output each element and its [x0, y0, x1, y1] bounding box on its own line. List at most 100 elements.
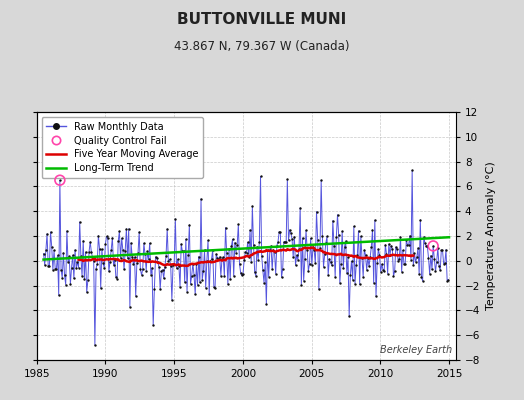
Point: [138, 266, 147, 273]
Point: [288, 236, 296, 242]
Point: [189, 260, 197, 267]
Point: [436, 267, 444, 274]
Point: [224, 281, 232, 287]
Point: [58, 274, 67, 281]
Point: [239, 271, 247, 277]
Point: [394, 258, 402, 264]
Point: [365, 263, 373, 270]
Point: [48, 244, 56, 250]
Text: BUTTONVILLE MUNI: BUTTONVILLE MUNI: [178, 12, 346, 27]
Point: [429, 243, 438, 249]
Point: [339, 265, 347, 272]
Point: [164, 258, 172, 264]
Point: [118, 247, 127, 254]
Point: [193, 282, 202, 288]
Point: [350, 223, 358, 230]
Point: [244, 239, 252, 246]
Point: [70, 275, 78, 282]
Point: [74, 264, 83, 271]
Point: [248, 203, 257, 209]
Point: [398, 268, 406, 275]
Point: [442, 246, 450, 253]
Point: [375, 252, 384, 258]
Point: [417, 274, 425, 280]
Point: [301, 256, 309, 263]
Point: [420, 234, 428, 240]
Point: [221, 224, 230, 231]
Point: [133, 260, 141, 266]
Point: [385, 241, 393, 247]
Point: [334, 232, 343, 238]
Point: [180, 279, 189, 286]
Point: [309, 244, 317, 250]
Point: [184, 251, 192, 258]
Point: [51, 266, 59, 272]
Point: [162, 253, 170, 260]
Point: [234, 221, 243, 228]
Point: [94, 232, 103, 239]
Point: [106, 258, 114, 265]
Point: [285, 237, 293, 244]
Point: [63, 228, 71, 234]
Point: [395, 255, 403, 262]
Point: [355, 281, 364, 288]
Point: [323, 233, 331, 240]
Point: [125, 226, 133, 232]
Point: [214, 256, 223, 262]
Point: [409, 262, 418, 269]
Point: [152, 254, 161, 261]
Point: [292, 252, 301, 258]
Point: [82, 289, 91, 295]
Point: [434, 245, 442, 251]
Point: [114, 238, 123, 244]
Point: [401, 261, 409, 268]
Point: [179, 247, 188, 254]
Point: [274, 238, 282, 245]
Point: [345, 313, 353, 320]
Point: [104, 235, 112, 242]
Point: [174, 262, 183, 269]
Point: [56, 177, 64, 183]
Point: [359, 273, 367, 280]
Point: [188, 273, 196, 279]
Point: [259, 267, 267, 274]
Point: [171, 216, 180, 222]
Point: [227, 243, 236, 250]
Point: [337, 260, 345, 267]
Point: [249, 242, 258, 248]
Point: [80, 276, 89, 282]
Point: [176, 284, 184, 290]
Point: [132, 293, 140, 299]
Point: [363, 267, 371, 273]
Point: [316, 245, 324, 252]
Point: [318, 233, 326, 239]
Point: [205, 291, 213, 298]
Point: [386, 252, 394, 258]
Point: [93, 261, 102, 267]
Point: [297, 282, 305, 288]
Point: [185, 222, 193, 228]
Point: [170, 260, 178, 267]
Point: [134, 250, 142, 256]
Point: [358, 255, 366, 261]
Point: [381, 242, 389, 248]
Point: [137, 272, 146, 278]
Point: [368, 227, 377, 233]
Point: [260, 279, 268, 286]
Point: [87, 249, 95, 256]
Point: [429, 243, 438, 249]
Point: [410, 250, 419, 257]
Point: [195, 279, 204, 286]
Point: [202, 284, 210, 291]
Point: [147, 271, 155, 278]
Point: [372, 293, 380, 299]
Point: [295, 246, 303, 252]
Point: [226, 276, 234, 283]
Point: [101, 241, 110, 247]
Point: [81, 249, 90, 255]
Point: [187, 281, 195, 287]
Point: [405, 242, 413, 248]
Point: [406, 232, 414, 239]
Point: [255, 239, 264, 245]
Point: [287, 230, 295, 236]
